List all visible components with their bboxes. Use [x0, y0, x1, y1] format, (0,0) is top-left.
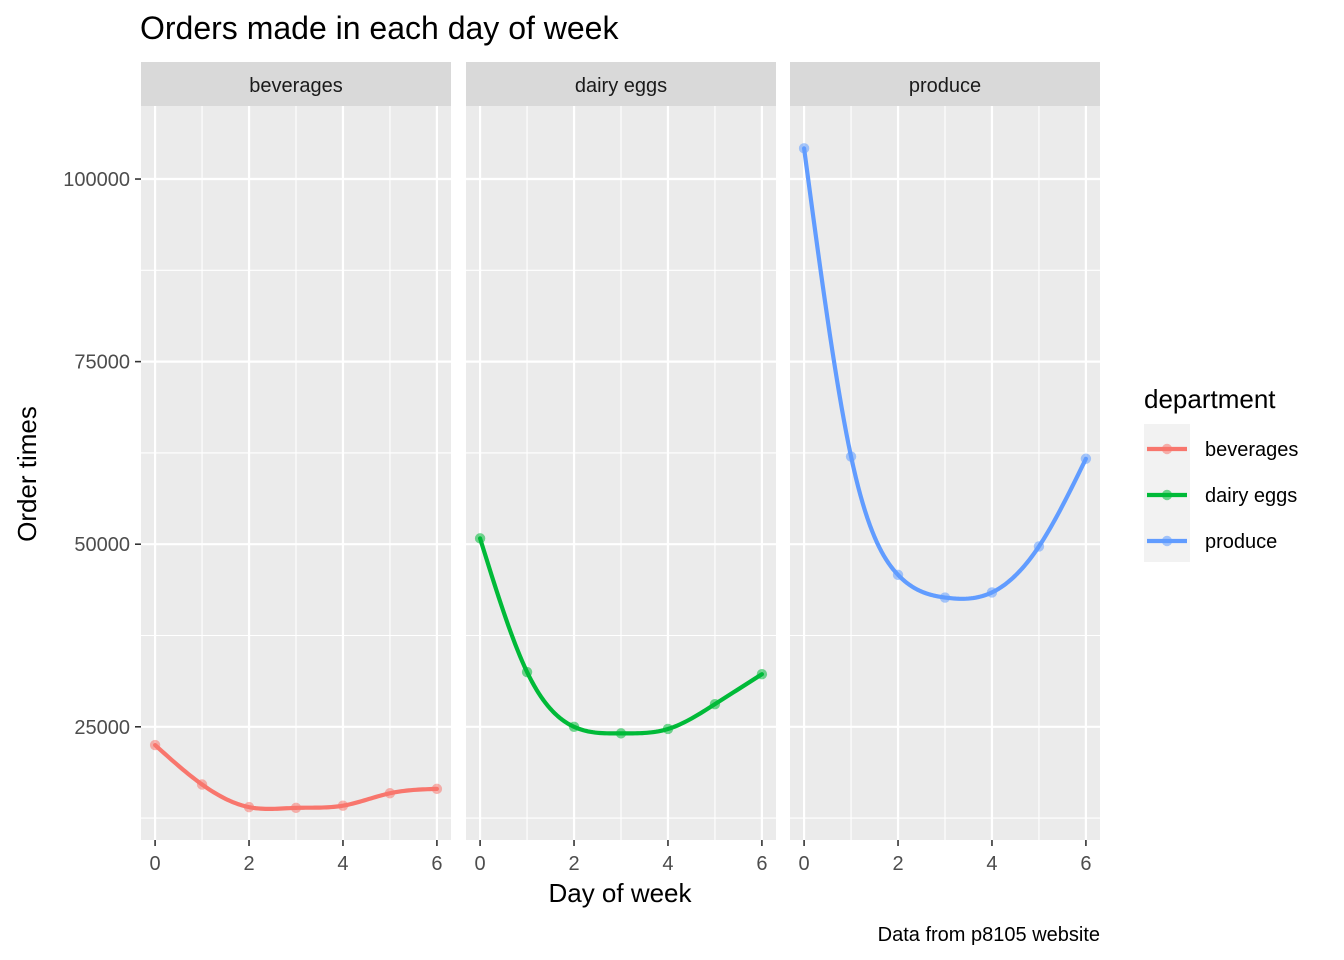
- legend-key-point: [1161, 535, 1173, 547]
- data-point: [845, 451, 857, 462]
- data-point: [1033, 541, 1045, 552]
- data-point: [1080, 453, 1092, 464]
- facet-strip: [141, 62, 451, 106]
- x-tick-label: 6: [431, 853, 442, 875]
- y-tick-label: 50000: [74, 534, 130, 556]
- legend-item-label: beverages: [1205, 439, 1298, 461]
- x-tick-label: 0: [799, 853, 810, 875]
- legend-item-label: dairy eggs: [1205, 485, 1297, 507]
- y-tick-label: 25000: [74, 717, 130, 739]
- facet-produce: produce 0 2 4 6: [790, 62, 1100, 875]
- legend-item-label: produce: [1205, 531, 1277, 553]
- facet-strip: [790, 62, 1100, 106]
- legend-key-point: [1161, 489, 1173, 501]
- chart-title: Orders made in each day of week: [140, 10, 619, 46]
- y-axis-label: Order times: [12, 406, 42, 542]
- chart-caption: Data from p8105 website: [878, 924, 1100, 946]
- data-point: [290, 802, 302, 814]
- data-point: [196, 779, 208, 790]
- data-point: [939, 592, 951, 603]
- y-tick-label: 100000: [63, 169, 130, 191]
- data-point: [149, 739, 161, 751]
- data-point: [568, 721, 580, 732]
- x-axis-label: Day of week: [548, 878, 692, 908]
- x-tick-label: 6: [756, 853, 767, 875]
- x-tick-label: 2: [892, 853, 903, 875]
- facet-strip-label: beverages: [249, 75, 342, 97]
- y-axis: 25000 50000 75000 100000: [63, 169, 141, 739]
- x-tick-label: 6: [1080, 853, 1091, 875]
- legend: department beverages dairy eggs produce: [1144, 384, 1298, 562]
- facet-strip: [466, 62, 776, 106]
- data-point: [892, 569, 904, 581]
- data-point: [384, 788, 396, 799]
- y-tick-label: 75000: [74, 352, 130, 374]
- data-point: [798, 143, 810, 154]
- facet-beverages: beverages 0 2 4 6: [141, 62, 451, 875]
- data-point: [615, 728, 627, 739]
- facet-dairy-eggs: dairy eggs 0 2 4 6: [466, 62, 776, 875]
- facet-panels: beverages 0 2 4 6 dairy eggs 0 2 4 6 produce 0 2 4 6: [141, 62, 1100, 875]
- data-point: [709, 698, 721, 710]
- x-tick-label: 2: [568, 853, 579, 875]
- data-point: [986, 587, 998, 598]
- x-tick-label: 0: [150, 853, 161, 875]
- data-point: [756, 669, 768, 680]
- data-point: [662, 723, 674, 735]
- facet-strip-label: produce: [909, 75, 981, 97]
- data-point: [337, 800, 349, 811]
- legend-key-point: [1161, 443, 1173, 455]
- data-point: [474, 533, 486, 544]
- data-point: [521, 666, 533, 678]
- legend-title: department: [1144, 384, 1276, 414]
- x-tick-label: 0: [475, 853, 486, 875]
- x-tick-label: 4: [337, 853, 348, 875]
- x-tick-label: 4: [662, 853, 673, 875]
- data-point: [431, 783, 443, 795]
- data-point: [243, 801, 255, 813]
- x-tick-label: 2: [243, 853, 254, 875]
- x-tick-label: 4: [986, 853, 997, 875]
- facet-strip-label: dairy eggs: [575, 75, 667, 97]
